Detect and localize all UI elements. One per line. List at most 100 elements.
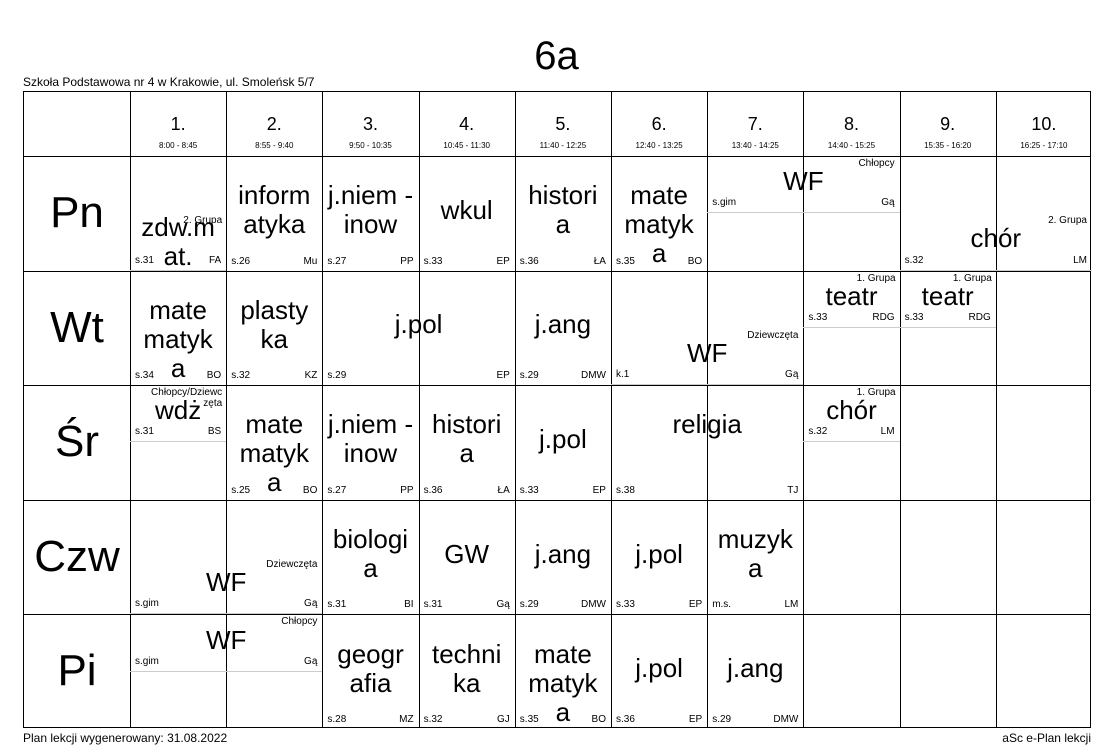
lesson-card[interactable]: j.pol s.33 EP [515, 385, 611, 500]
lesson-card[interactable]: j.niem -inow s.27 PP [322, 385, 418, 500]
lesson-teacher: ŁA [593, 255, 606, 267]
column-divider [514, 92, 516, 727]
row-divider [24, 499, 1090, 501]
lesson-card[interactable]: wkul s.33 EP [419, 156, 515, 271]
lesson-card[interactable]: histori a s.36 ŁA [515, 156, 611, 271]
lesson-card[interactable]: histori a s.36 ŁA [419, 385, 515, 500]
lesson-subject: wkul [440, 194, 493, 225]
lesson-subject: religia [672, 409, 742, 440]
lesson-card[interactable]: WF k.1 Gą Dziewczęta [611, 328, 804, 386]
lesson-card[interactable]: religia s.38 TJ [611, 385, 803, 500]
class-title: 6a [534, 34, 579, 78]
lesson-card[interactable]: zdw.m at. s.31 FA 2. Grupa [130, 212, 227, 272]
lesson-room: s.32 [231, 370, 251, 382]
lesson-card[interactable]: mate matyk a s.34 BO [130, 271, 226, 386]
lesson-card[interactable]: mate matyk a s.35 BO [515, 614, 611, 729]
lesson-card[interactable]: j.pol s.29 EP [322, 271, 514, 386]
lesson-group: 2. Grupa [1048, 215, 1087, 227]
lesson-room: s.29 [519, 599, 539, 611]
column-divider [226, 92, 228, 727]
lesson-subject: WF [205, 624, 247, 655]
lesson-card[interactable]: wdż s.31 BS Chłopcy/Dziewc zęta [130, 385, 227, 443]
lesson-card[interactable]: j.pol s.36 EP [611, 614, 707, 729]
lesson-teacher: MZ [399, 713, 414, 725]
lesson-teacher: BO [591, 713, 606, 725]
lesson-teacher: KZ [304, 370, 318, 382]
period-number: 5. [555, 114, 571, 134]
lesson-room: s.33 [904, 311, 924, 323]
lesson-room: s.38 [616, 484, 635, 496]
period-number: 9. [940, 114, 956, 134]
period-number: 2. [266, 114, 282, 134]
lesson-subject: zdw.m at. [141, 212, 215, 272]
lesson-card[interactable]: j.ang s.29 DMW [515, 500, 611, 615]
lesson-teacher: Gą [881, 197, 895, 209]
lesson-subject: geogr afia [337, 638, 404, 698]
lesson-teacher: Mu [303, 255, 318, 267]
lesson-card[interactable]: WF s.gim Gą Dziewczęta [130, 557, 323, 615]
lesson-teacher: BO [206, 370, 222, 382]
lesson-room: s.32 [808, 426, 828, 438]
period-number: 6. [651, 114, 667, 134]
lesson-card[interactable]: j.ang s.29 DMW [515, 271, 611, 386]
lesson-subject: biologi a [332, 524, 409, 584]
lesson-subject: histori a [432, 409, 502, 469]
lesson-card[interactable]: chór s.32 LM 1. Grupa [803, 385, 900, 443]
lesson-group: 1. Grupa [856, 387, 896, 399]
lesson-teacher: EP [688, 713, 703, 725]
lesson-room: s.31 [423, 599, 443, 611]
lesson-room: s.36 [423, 484, 443, 496]
lesson-card[interactable]: WF s.gim Gą Chłopcy [130, 614, 323, 672]
generated-date: Plan lekcji wygenerowany: 31.08.2022 [23, 731, 228, 745]
lesson-teacher: EP [496, 255, 510, 267]
lesson-teacher: Gą [304, 655, 318, 667]
lesson-room: s.33 [423, 255, 443, 267]
lesson-card[interactable]: muzyk a m.s. LM [707, 500, 803, 615]
lesson-card[interactable]: mate matyk a s.25 BO [226, 385, 322, 500]
lesson-card[interactable]: plasty ka s.32 KZ [226, 271, 322, 386]
lesson-card[interactable]: GW s.31 Gą [419, 500, 515, 615]
lesson-room: s.gim [135, 598, 159, 610]
lesson-subject: j.ang [727, 653, 784, 684]
lesson-room: s.27 [327, 255, 347, 267]
lesson-card[interactable]: chór s.32 LM 2. Grupa [899, 213, 1092, 271]
lesson-room: s.29 [327, 370, 347, 382]
lesson-teacher: GJ [497, 713, 510, 725]
lesson-subject: j.niem -inow [327, 409, 414, 469]
lesson-card[interactable]: WF s.gim Gą Chłopcy [707, 156, 900, 214]
column-divider [418, 92, 420, 727]
lesson-subject: j.ang [534, 309, 592, 340]
lesson-card[interactable]: teatr s.33 RDG 1. Grupa [803, 271, 900, 328]
lesson-teacher: LM [880, 426, 895, 438]
lesson-subject: teatr [921, 280, 974, 311]
lesson-room: s.gim [712, 197, 737, 209]
lesson-teacher: LM [1073, 254, 1087, 266]
lesson-room: s.32 [423, 713, 443, 725]
lesson-subject: inform atyka [238, 180, 311, 240]
lesson-subject: GW [444, 538, 490, 569]
lesson-card[interactable]: techni ka s.32 GJ [419, 614, 515, 729]
lesson-room: m.s. [712, 599, 732, 611]
lesson-card[interactable]: j.ang s.29 DMW [707, 614, 803, 729]
lesson-card[interactable]: mate matyk a s.35 BO [611, 156, 707, 271]
lesson-room: s.33 [519, 484, 539, 496]
period-time: 8:00 - 8:45 [158, 141, 198, 150]
lesson-teacher: DMW [580, 599, 606, 611]
lesson-teacher: LM [784, 599, 799, 611]
lesson-teacher: PP [400, 484, 414, 496]
lesson-card[interactable]: teatr s.33 RDG 1. Grupa [899, 271, 996, 328]
lesson-teacher: EP [592, 484, 606, 496]
period-time: 13:40 - 14:25 [731, 141, 779, 150]
lesson-room: s.36 [616, 713, 635, 725]
lesson-group: 2. Grupa [183, 215, 223, 227]
lesson-subject: techni ka [431, 638, 502, 698]
lesson-teacher: BO [302, 484, 318, 496]
lesson-card[interactable]: j.niem -inow s.27 PP [322, 156, 418, 271]
lesson-card[interactable]: j.pol s.33 EP [611, 500, 707, 615]
lesson-teacher: ŁA [497, 484, 510, 496]
lesson-room: s.33 [616, 599, 635, 611]
lesson-card[interactable]: geogr afia s.28 MZ [322, 614, 418, 729]
lesson-card[interactable]: inform atyka s.26 Mu [226, 156, 322, 271]
lesson-subject: j.pol [635, 538, 683, 569]
lesson-card[interactable]: biologi a s.31 BI [322, 500, 418, 615]
